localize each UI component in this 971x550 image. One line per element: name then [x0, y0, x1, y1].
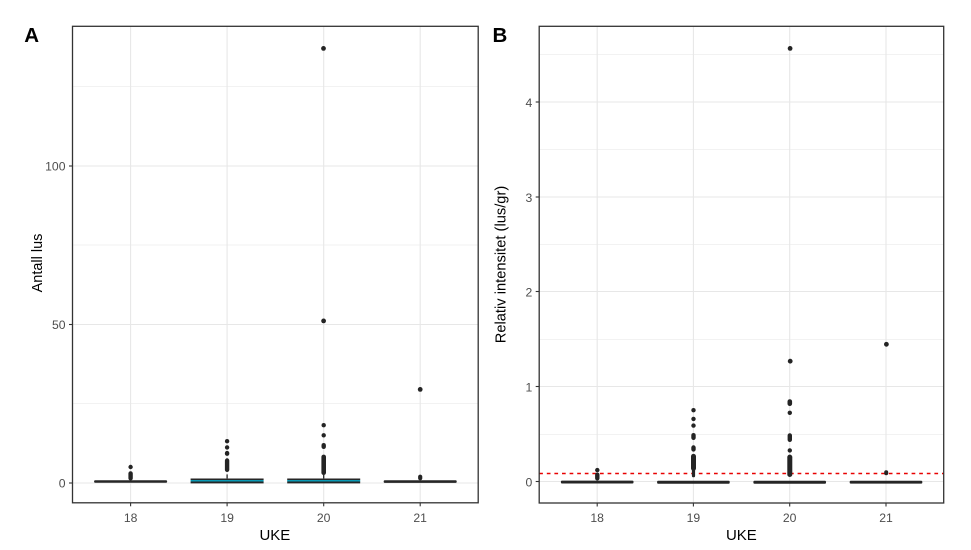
svg-text:A: A [24, 24, 39, 47]
svg-text:100: 100 [45, 160, 66, 174]
svg-text:21: 21 [879, 511, 893, 525]
svg-text:50: 50 [52, 318, 66, 332]
svg-text:0: 0 [59, 477, 66, 491]
svg-text:20: 20 [783, 511, 797, 525]
svg-text:19: 19 [220, 511, 234, 525]
svg-text:18: 18 [590, 511, 604, 525]
svg-text:19: 19 [687, 511, 701, 525]
svg-text:18: 18 [124, 511, 138, 525]
svg-text:B: B [493, 24, 508, 47]
svg-text:0: 0 [526, 476, 533, 490]
svg-text:UKE: UKE [726, 527, 757, 544]
svg-text:20: 20 [317, 511, 331, 525]
svg-text:UKE: UKE [259, 527, 290, 544]
svg-text:21: 21 [413, 511, 427, 525]
svg-text:1: 1 [526, 381, 533, 395]
svg-text:4: 4 [526, 96, 533, 110]
svg-text:3: 3 [526, 191, 533, 205]
svg-text:Relativ intensitet (lus/gr): Relativ intensitet (lus/gr) [494, 186, 510, 344]
svg-text:2: 2 [526, 286, 533, 300]
svg-text:Antall lus: Antall lus [30, 234, 46, 293]
